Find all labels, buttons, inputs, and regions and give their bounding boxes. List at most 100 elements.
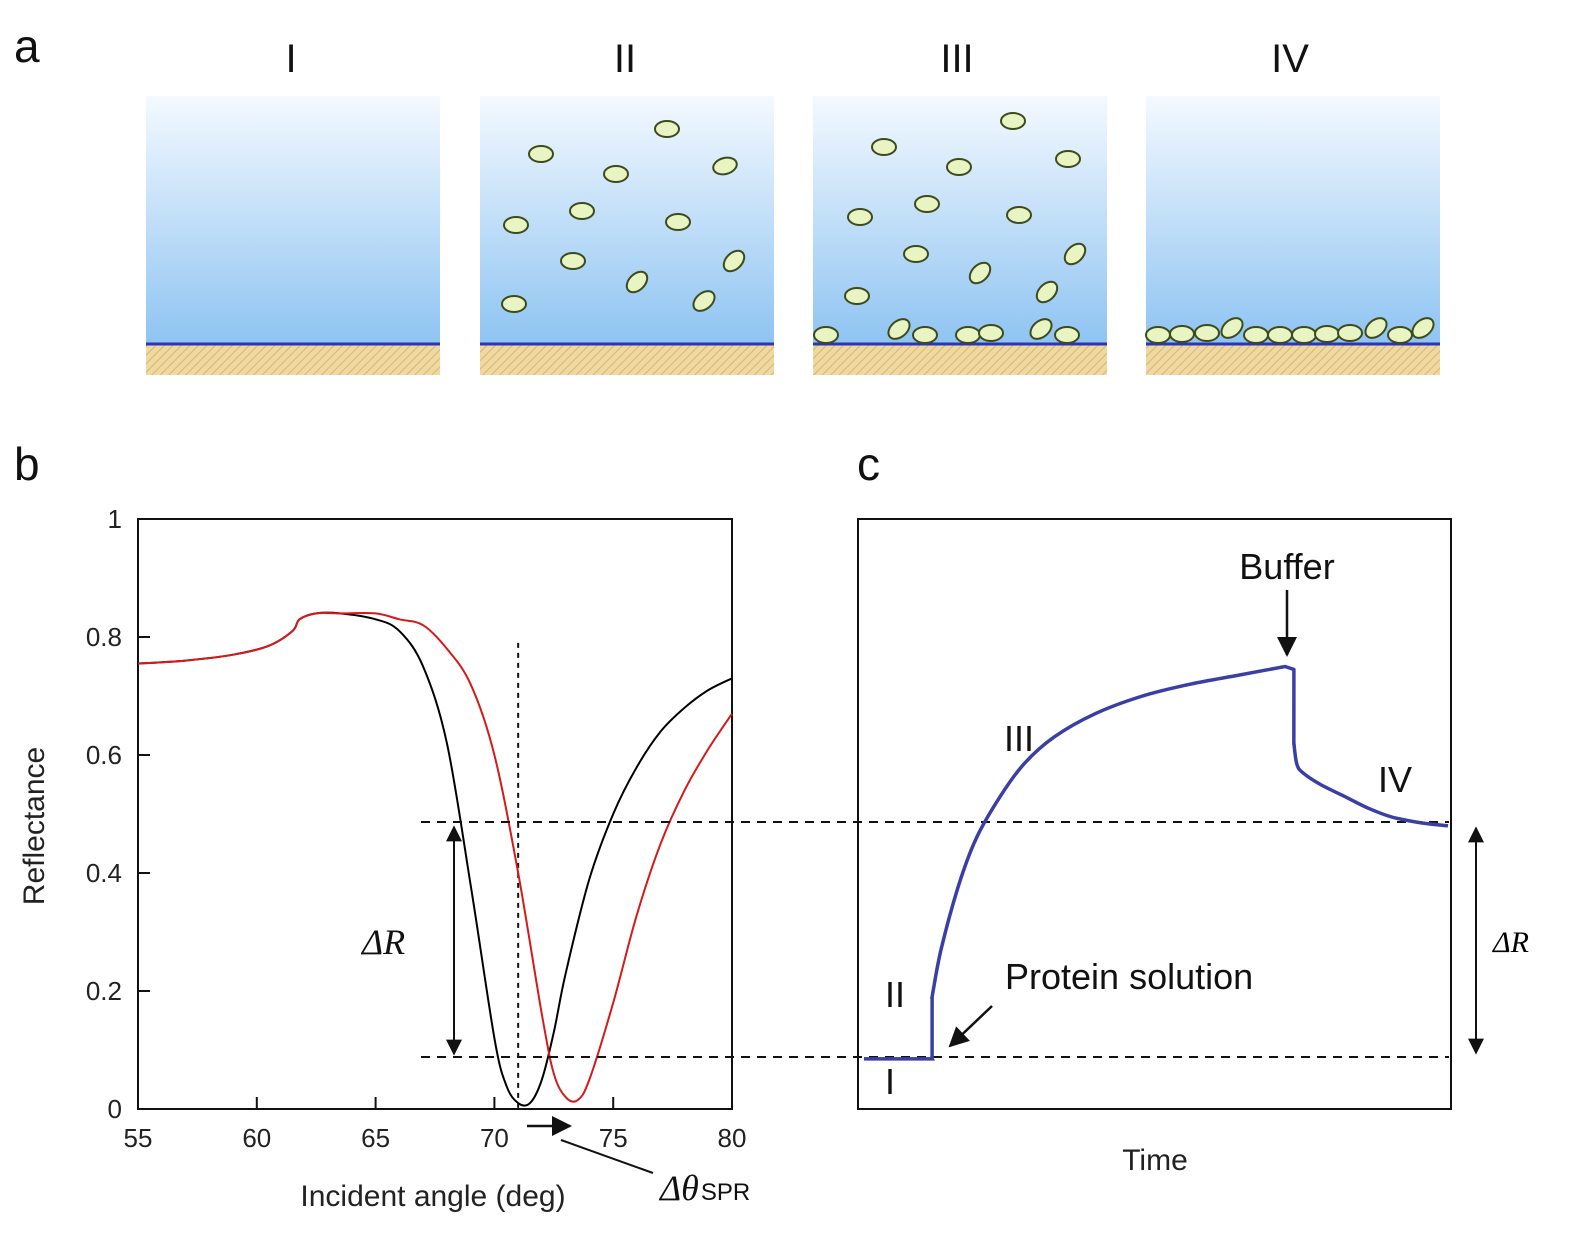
- adsorbed-protein: [1029, 318, 1053, 340]
- delta-theta-label: ΔθSPR: [658, 1168, 750, 1208]
- substrate: [813, 345, 1107, 375]
- adsorbed-protein: [1194, 324, 1220, 342]
- substrate: [480, 345, 774, 375]
- y-tick-label: 0.6: [86, 740, 122, 770]
- stage-ii-diagram: [480, 96, 774, 375]
- delta-r-label-c: ΔR: [1492, 926, 1529, 959]
- substrate: [1146, 345, 1440, 375]
- series-line-black: [137, 611, 733, 1107]
- adsorbed-protein: [1145, 326, 1171, 344]
- stage-annotation-iii: III: [1004, 718, 1034, 759]
- protein-molecule: [946, 158, 972, 176]
- solution-region: [1146, 96, 1440, 343]
- adsorbed-protein: [1364, 317, 1388, 339]
- adsorbed-protein: [1387, 326, 1413, 344]
- plot-frame-c: [857, 518, 1452, 1110]
- buffer-label: Buffer: [1239, 546, 1334, 587]
- substrate: [146, 345, 440, 375]
- protein-molecule: [603, 165, 629, 183]
- delta-theta-symbol: Δθ: [658, 1168, 699, 1208]
- solution-region: [480, 96, 774, 343]
- protein-molecule: [569, 202, 595, 220]
- protein-molecule: [560, 252, 586, 270]
- axis-ticks-b: [137, 518, 733, 1110]
- protein-molecule: [712, 156, 738, 176]
- adsorbed-protein: [1267, 326, 1293, 344]
- panel-a-letter: a: [14, 20, 40, 72]
- protein-molecule: [1055, 150, 1081, 168]
- y-tick-label: 1: [108, 504, 122, 534]
- panel-b: b 55 60 65 70 75 80 0 0.2 0.4 0.6 0.8 1 Incident an…: [14, 438, 750, 1213]
- protein-molecule: [625, 270, 649, 294]
- solution-region: [146, 96, 440, 343]
- protein-molecule: [1035, 280, 1059, 304]
- adsorbed-protein: [1291, 326, 1317, 344]
- protein-molecule: [844, 287, 870, 305]
- protein-solution-label: Protein solution: [1005, 956, 1253, 997]
- stage-label-iv: IV: [1271, 37, 1309, 81]
- protein-molecule: [503, 216, 529, 234]
- x-tick-label: 80: [718, 1123, 747, 1153]
- adsorbed-protein: [1243, 326, 1269, 344]
- adsorbed-protein: [912, 326, 938, 344]
- adsorbed-protein: [978, 324, 1004, 342]
- protein-molecule: [692, 290, 716, 312]
- sensorgram-line: [863, 664, 1449, 1061]
- x-tick-label: 65: [361, 1123, 390, 1153]
- protein-molecule: [665, 213, 691, 231]
- stage-label-ii: II: [614, 37, 636, 81]
- adsorbed-protein: [1054, 326, 1080, 344]
- panel-b-letter: b: [14, 438, 40, 490]
- stage-iv-diagram: [1145, 96, 1440, 375]
- protein-molecule: [871, 138, 897, 156]
- tick-labels-b: 55 60 65 70 75 80 0 0.2 0.4 0.6 0.8 1: [86, 504, 747, 1153]
- adsorbed-protein: [1337, 324, 1363, 342]
- protein-molecule: [1006, 206, 1032, 224]
- x-tick-label: 70: [480, 1123, 509, 1153]
- x-tick-label: 55: [124, 1123, 153, 1153]
- delta-theta-leader-line: [560, 1139, 654, 1174]
- y-tick-label: 0.2: [86, 976, 122, 1006]
- y-tick-label: 0: [108, 1094, 122, 1124]
- protein-molecule: [501, 295, 527, 313]
- x-tick-label: 60: [242, 1123, 271, 1153]
- adsorbed-protein: [1220, 317, 1244, 339]
- protein-molecule: [654, 120, 680, 138]
- stage-i-diagram: [146, 96, 440, 375]
- y-axis-label-b: Reflectance: [18, 747, 51, 905]
- y-tick-label: 0.8: [86, 622, 122, 652]
- x-axis-label-c: Time: [1122, 1144, 1188, 1177]
- protein-molecule: [903, 245, 929, 263]
- stage-annotation-i: I: [885, 1061, 895, 1102]
- protein-molecule: [968, 261, 992, 285]
- stage-iii-diagram: [813, 96, 1107, 375]
- delta-theta-subscript: SPR: [701, 1179, 750, 1206]
- adsorbed-protein: [1169, 325, 1195, 343]
- adsorbed-protein: [1411, 317, 1435, 339]
- panel-a: a I II III IV: [14, 20, 1440, 375]
- protein-solution-arrow: [948, 1005, 993, 1048]
- protein-molecule: [1000, 112, 1026, 130]
- protein-molecule: [722, 249, 746, 273]
- protein-molecule: [847, 208, 873, 226]
- y-tick-label: 0.4: [86, 858, 122, 888]
- plot-frame-b: [137, 518, 733, 1110]
- stage-annotation-iv: IV: [1378, 759, 1412, 800]
- x-axis-label-b: Incident angle (deg): [300, 1180, 565, 1213]
- stage-label-i: I: [285, 37, 296, 81]
- adsorbed-protein: [955, 326, 981, 344]
- protein-molecule: [528, 145, 554, 163]
- adsorbed-protein: [887, 318, 911, 340]
- protein-molecule: [914, 195, 940, 213]
- protein-molecule: [1063, 242, 1087, 266]
- series-line-red: [137, 611, 733, 1103]
- panel-c: c Time I II III IV Buffer Protein soluti…: [857, 438, 1529, 1177]
- stage-annotation-ii: II: [885, 974, 905, 1015]
- x-tick-label: 75: [599, 1123, 628, 1153]
- panel-c-letter: c: [857, 438, 880, 490]
- delta-r-label-b: ΔR: [360, 922, 405, 962]
- adsorbed-protein: [813, 326, 839, 344]
- stage-label-iii: III: [940, 37, 973, 81]
- adsorbed-protein: [1314, 325, 1340, 343]
